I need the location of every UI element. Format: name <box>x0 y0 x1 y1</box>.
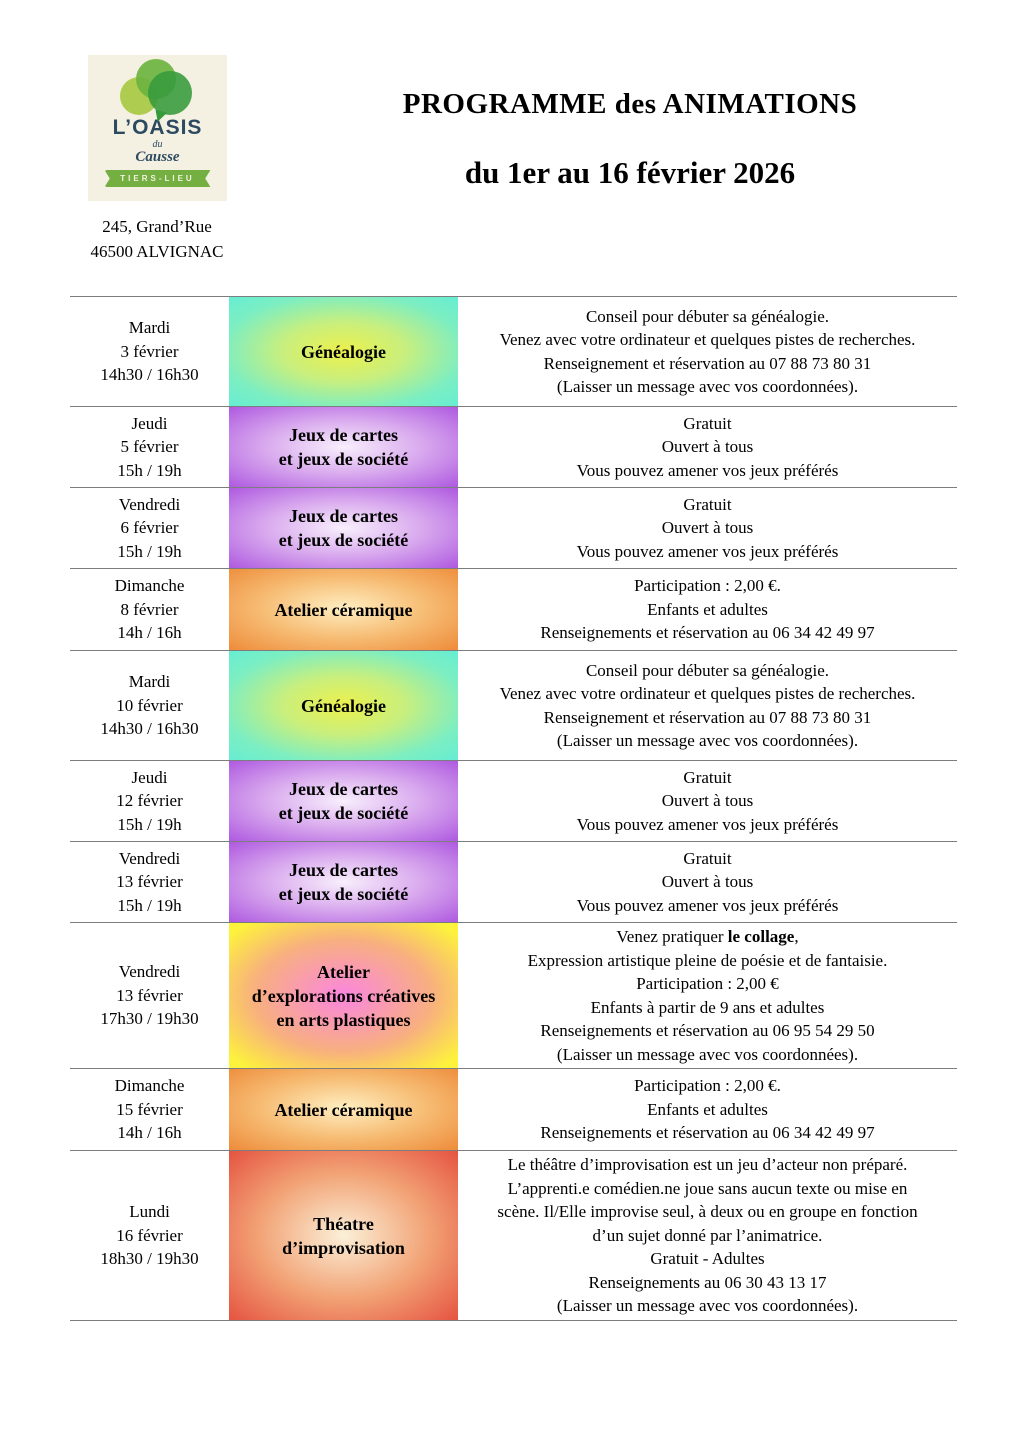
activity-badge: Généalogie <box>229 651 458 760</box>
activity-label: Atelier d’explorations créatives en arts… <box>251 961 436 1030</box>
activity-badge: Jeux de cartes et jeux de société <box>229 407 458 487</box>
event-date: Lundi 16 février 18h30 / 19h30 <box>100 1202 199 1269</box>
event-date: Dimanche 8 février 14h / 16h <box>114 576 185 643</box>
logo-subtitle-causse: Causse <box>135 149 180 165</box>
logo-subtitle: du Causse <box>88 140 227 165</box>
table-row: Jeudi 5 février 15h / 19h Jeux de cartes… <box>70 406 957 487</box>
event-description: Gratuit Ouvert à tous Vous pouvez amener… <box>576 848 839 915</box>
event-description: Participation : 2,00 €. Enfants et adult… <box>540 1076 875 1143</box>
event-date: Vendredi 13 février 15h / 19h <box>116 848 183 915</box>
table-row: Jeudi 12 février 15h / 19h Jeux de carte… <box>70 760 957 841</box>
activity-label: Jeux de cartes et jeux de société <box>278 425 409 469</box>
table-row: Dimanche 8 février 14h / 16h Atelier cér… <box>70 568 957 650</box>
activity-badge: Atelier d’explorations créatives en arts… <box>229 923 458 1068</box>
activity-badge: Atelier céramique <box>229 569 458 650</box>
address: 245, Grand’Rue 46500 ALVIGNAC <box>90 217 224 261</box>
table-row: Mardi 3 février 14h30 / 16h30 Généalogie… <box>70 296 957 406</box>
description-rest: Expression artistique pleine de poésie e… <box>527 950 888 1064</box>
logo-ribbon: TIERS-LIEU <box>104 170 211 187</box>
activity-badge: Jeux de cartes et jeux de société <box>229 761 458 841</box>
event-date: Vendredi 6 février 15h / 19h <box>117 494 182 561</box>
activity-label: Jeux de cartes et jeux de société <box>278 779 409 823</box>
event-date: Jeudi 12 février 15h / 19h <box>116 767 183 834</box>
logo-subtitle-du: du <box>152 139 163 150</box>
activity-badge: Généalogie <box>229 297 458 406</box>
event-description: Conseil pour débuter sa généalogie. Vene… <box>499 660 916 751</box>
table-row: Vendredi 13 février 15h / 19h Jeux de ca… <box>70 841 957 922</box>
activity-badge: Jeux de cartes et jeux de société <box>229 488 458 568</box>
page-subtitle: du 1er au 16 février 2026 <box>464 155 796 190</box>
event-description: Venez pratiquer le collage, Expression a… <box>458 923 957 1068</box>
event-description: Le théâtre d’improvisation est un jeu d’… <box>497 1155 918 1316</box>
activity-label: Atelier céramique <box>274 599 413 620</box>
event-date: Jeudi 5 février 15h / 19h <box>117 413 182 480</box>
activity-badge: Jeux de cartes et jeux de société <box>229 842 458 922</box>
activity-label: Théatre d’improvisation <box>282 1213 405 1258</box>
program-table: Mardi 3 février 14h30 / 16h30 Généalogie… <box>70 296 957 1321</box>
description-bold-text: le collage <box>727 927 795 946</box>
page-title: PROGRAMME des ANIMATIONS <box>402 88 858 120</box>
event-date: Mardi 3 février 14h30 / 16h30 <box>100 318 199 385</box>
event-description: Gratuit Ouvert à tous Vous pouvez amener… <box>576 413 839 480</box>
activity-badge: Atelier céramique <box>229 1069 458 1150</box>
event-description: Participation : 2,00 €. Enfants et adult… <box>540 576 875 643</box>
event-date: Dimanche 15 février 14h / 16h <box>114 1076 185 1143</box>
table-row: Mardi 10 février 14h30 / 16h30 Généalogi… <box>70 650 957 760</box>
activity-label: Jeux de cartes et jeux de société <box>278 506 409 550</box>
event-date: Vendredi 13 février 17h30 / 19h30 <box>100 962 199 1029</box>
activity-label: Atelier céramique <box>274 1099 413 1120</box>
activity-label: Jeux de cartes et jeux de société <box>278 860 409 904</box>
table-row: Dimanche 15 février 14h / 16h Atelier cé… <box>70 1068 957 1150</box>
event-date: Mardi 10 février 14h30 / 16h30 <box>100 672 199 739</box>
activity-label: Généalogie <box>301 341 386 362</box>
logo: L’OASIS du Causse TIERS-LIEU <box>88 55 227 201</box>
table-row: Vendredi 13 février 17h30 / 19h30 Atelie… <box>70 922 957 1068</box>
logo-leaves-icon <box>88 55 227 124</box>
activity-label: Généalogie <box>301 695 386 716</box>
logo-title: L’OASIS <box>112 116 203 139</box>
event-description: Gratuit Ouvert à tous Vous pouvez amener… <box>576 767 839 834</box>
event-description: Gratuit Ouvert à tous Vous pouvez amener… <box>576 494 839 561</box>
description-intro-line: Venez pratiquer le collage, <box>616 927 799 946</box>
table-row: Vendredi 6 février 15h / 19h Jeux de car… <box>70 487 957 568</box>
activity-badge: Théatre d’improvisation <box>229 1151 458 1320</box>
table-row: Lundi 16 février 18h30 / 19h30 Théatre d… <box>70 1150 957 1320</box>
event-description: Conseil pour débuter sa généalogie. Vene… <box>499 306 916 397</box>
